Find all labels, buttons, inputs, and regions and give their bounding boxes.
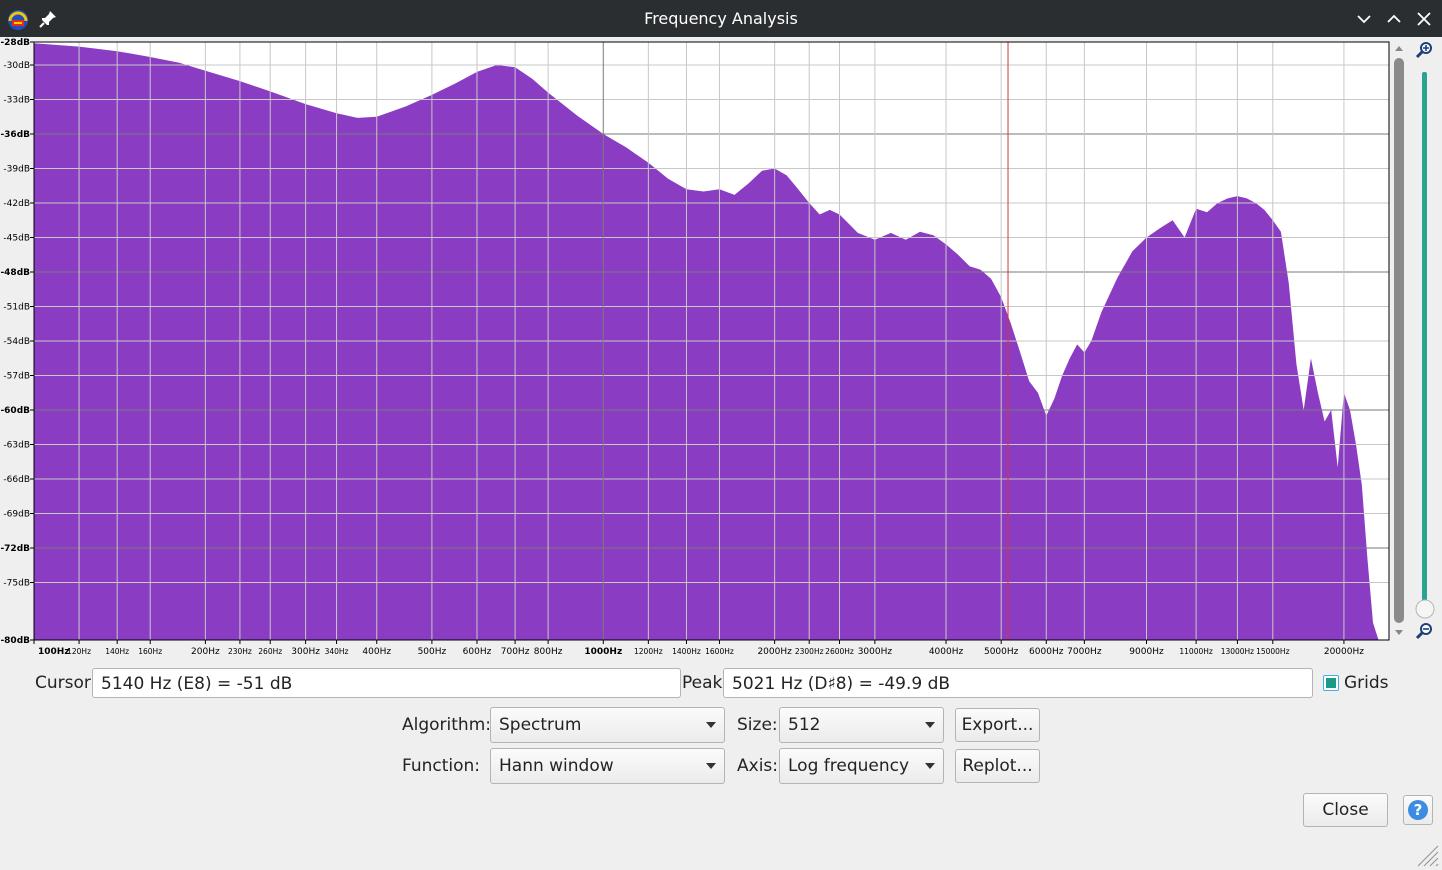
y-tick-label: -63dB (3, 441, 30, 451)
y-tick-label: -39dB (3, 165, 30, 175)
replot-button[interactable]: Replot... (955, 749, 1040, 783)
chevron-down-icon (706, 763, 716, 769)
slider-handle[interactable] (1415, 599, 1435, 619)
vertical-scrollbar[interactable] (1394, 46, 1404, 635)
grids-label[interactable]: Grids (1344, 673, 1389, 693)
x-tick-label: 1200Hz (634, 647, 663, 656)
cursor-readout[interactable]: 5140 Hz (E8) = -51 dB (92, 668, 681, 698)
x-tick-label: 700Hz (501, 647, 530, 657)
x-tick-label: 2300Hz (795, 647, 824, 656)
y-axis: -28dB -30dB -33dB -36dB -39dB -42dB -45dB -48dB… (0, 38, 34, 646)
x-tick-label: 400Hz (362, 647, 391, 657)
help-icon: ? (1408, 800, 1428, 820)
x-tick-label: 230Hz (228, 647, 252, 656)
axis-value: Log frequency (788, 756, 910, 776)
algorithm-label: Algorithm: (402, 715, 491, 735)
x-tick-label: 9000Hz (1129, 647, 1164, 657)
y-tick-label: -36dB (0, 130, 30, 140)
x-tick-label: 2000Hz (757, 647, 792, 657)
close-x-icon[interactable] (1411, 6, 1437, 32)
axis-select[interactable]: Log frequency (779, 748, 944, 784)
window-title: Frequency Analysis (644, 9, 798, 28)
scrollbar-thumb[interactable] (1394, 58, 1404, 623)
export-button[interactable]: Export... (955, 708, 1040, 742)
x-tick-label: 6000Hz (1029, 647, 1064, 657)
y-tick-label: -54dB (3, 337, 30, 347)
y-tick-label: -30dB (3, 61, 30, 71)
close-button[interactable]: Close (1303, 793, 1388, 827)
resize-grip-icon[interactable] (1414, 842, 1440, 868)
y-tick-label: -80dB (0, 636, 30, 646)
x-tick-label: 500Hz (418, 647, 447, 657)
checkbox-check (1326, 678, 1336, 688)
y-tick-label: -28dB (0, 38, 30, 48)
zoom-out-icon[interactable] (1415, 623, 1432, 640)
algorithm-select[interactable]: Spectrum (490, 707, 725, 743)
x-tick-label: 1000Hz (584, 647, 622, 657)
audacity-logo-icon[interactable] (5, 6, 31, 32)
cursor-label: Cursor: (35, 673, 97, 693)
scroll-down-icon[interactable] (1395, 630, 1403, 635)
chevron-down-icon (925, 722, 935, 728)
x-tick-label: 140Hz (105, 647, 129, 656)
x-tick-label: 3000Hz (858, 647, 893, 657)
size-select[interactable]: 512 (779, 707, 944, 743)
peak-label: Peak: (682, 673, 729, 693)
slider-track[interactable] (1422, 72, 1427, 606)
x-tick-label: 7000Hz (1067, 647, 1102, 657)
pin-icon[interactable] (38, 9, 58, 29)
x-tick-label: 120Hz (67, 647, 91, 656)
x-tick-label: 300Hz (291, 647, 320, 657)
title-bar: Frequency Analysis (0, 0, 1442, 37)
axis-label: Axis: (737, 756, 778, 776)
y-tick-label: -33dB (3, 96, 30, 106)
function-value: Hann window (499, 756, 614, 776)
function-select[interactable]: Hann window (490, 748, 725, 784)
x-tick-label: 20000Hz (1324, 647, 1364, 657)
minimize-chevron-icon[interactable] (1351, 6, 1377, 32)
y-tick-label: -48dB (0, 268, 30, 278)
help-button[interactable]: ? (1403, 795, 1433, 825)
y-tick-label: -60dB (0, 406, 30, 416)
size-value: 512 (788, 715, 821, 735)
x-tick-label: 160Hz (138, 647, 162, 656)
function-label: Function: (402, 756, 481, 776)
x-tick-label: 260Hz (258, 647, 282, 656)
y-tick-label: -66dB (3, 475, 30, 485)
y-tick-label: -42dB (3, 199, 30, 209)
x-tick-label: 13000Hz (1221, 647, 1254, 656)
zoom-in-icon[interactable] (1415, 42, 1432, 59)
x-tick-label: 15000Hz (1256, 647, 1289, 656)
grids-checkbox[interactable] (1323, 675, 1339, 691)
size-label: Size: (737, 715, 778, 735)
x-tick-label: 340Hz (325, 647, 349, 656)
x-tick-label: 600Hz (463, 647, 492, 657)
grid-overlay (33, 41, 1389, 641)
algorithm-value: Spectrum (499, 715, 582, 735)
x-tick-label: 200Hz (191, 647, 220, 657)
scroll-up-icon[interactable] (1395, 46, 1403, 51)
x-tick-label: 4000Hz (929, 647, 964, 657)
maximize-chevron-icon[interactable] (1381, 6, 1407, 32)
x-tick-label: 1400Hz (672, 647, 701, 656)
x-tick-label: 11000Hz (1179, 647, 1212, 656)
peak-readout[interactable]: 5021 Hz (D♯8) = -49.9 dB (723, 668, 1313, 698)
y-tick-label: -69dB (3, 510, 30, 520)
x-tick-label: 1600Hz (705, 647, 734, 656)
spectrum-area (34, 43, 1389, 640)
spectrum-chart[interactable]: -28dB -30dB -33dB -36dB -39dB -42dB -45dB -48dB… (0, 38, 1442, 658)
x-tick-label: 100Hz (38, 647, 70, 657)
x-tick-label: 5000Hz (984, 647, 1019, 657)
vertical-zoom-slider[interactable] (1415, 42, 1435, 640)
chevron-down-icon (706, 722, 716, 728)
y-tick-label: -51dB (3, 303, 30, 313)
y-tick-label: -75dB (3, 579, 30, 589)
y-tick-label: -45dB (3, 234, 30, 244)
chevron-down-icon (925, 763, 935, 769)
y-tick-label: -72dB (0, 544, 30, 554)
x-tick-label: 800Hz (534, 647, 563, 657)
x-tick-label: 2600Hz (825, 647, 854, 656)
y-tick-label: -57dB (3, 372, 30, 382)
